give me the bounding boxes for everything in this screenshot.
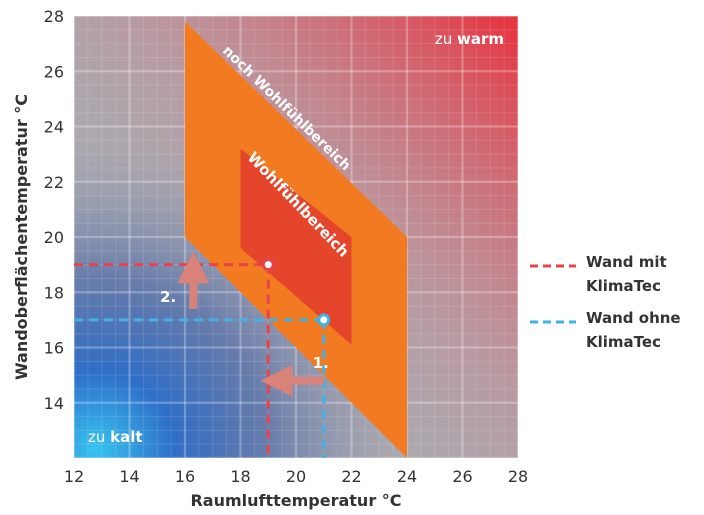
corner-warm-prefix: zu — [435, 30, 457, 48]
point-wand-mit-klimatec — [261, 258, 275, 272]
x-tick-label: 20 — [286, 467, 306, 486]
corner-cold-prefix: zu — [88, 428, 110, 446]
x-tick-label: 28 — [508, 467, 528, 486]
y-tick-label: 16 — [44, 339, 64, 358]
y-tick-label: 20 — [44, 228, 64, 247]
x-tick-label: 16 — [175, 467, 195, 486]
legend-label-wand-mit-line2: KlimaTec — [586, 277, 661, 295]
comfort-zones — [185, 21, 407, 459]
x-tick-label: 22 — [341, 467, 361, 486]
corner-label-warm: zu warm — [435, 30, 504, 48]
y-tick-label: 26 — [44, 62, 64, 81]
corner-label-kalt: zu kalt — [88, 428, 143, 446]
step-arrows — [177, 251, 324, 397]
zone-wohlfuehlbereich — [240, 148, 352, 345]
x-tick-label: 24 — [397, 467, 417, 486]
plot-grid — [72, 14, 520, 460]
corner-cold-word: kalt — [110, 428, 142, 446]
legend-label-wand-ohne-line2: KlimaTec — [586, 333, 661, 351]
y-tick-label: 24 — [44, 118, 64, 137]
x-tick-label: 14 — [119, 467, 139, 486]
step-labels: 1. 2. — [160, 288, 329, 372]
guide-lines — [74, 263, 326, 458]
point-wand-ohne-klimatec — [317, 313, 331, 327]
data-points — [261, 258, 331, 327]
legend-label-wand-ohne-line1: Wand ohne — [586, 309, 681, 327]
y-axis-title: Wandoberflächentemperatur °C — [12, 94, 31, 380]
y-tick-label: 28 — [44, 7, 64, 26]
y-tick-label: 18 — [44, 283, 64, 302]
x-tick-label: 26 — [452, 467, 472, 486]
y-tick-label: 14 — [44, 394, 64, 413]
y-axis-ticks: 14 16 18 20 22 24 26 28 — [44, 7, 64, 413]
x-tick-label: 18 — [230, 467, 250, 486]
x-axis-ticks: 12 14 16 18 20 22 24 26 28 — [64, 467, 528, 486]
step-label-1: 1. — [313, 354, 329, 372]
y-tick-label: 22 — [44, 173, 64, 192]
x-tick-label: 12 — [64, 467, 84, 486]
step-label-2: 2. — [160, 288, 176, 306]
plot-area: noch Wohlfühlbereich Wohlfühlbereich 1. … — [72, 14, 520, 460]
legend: Wand mit KlimaTec Wand ohne KlimaTec — [530, 253, 681, 351]
legend-label-wand-mit-line1: Wand mit — [586, 253, 667, 271]
x-axis-title: Raumlufttemperatur °C — [190, 491, 401, 510]
corner-warm-word: warm — [457, 30, 504, 48]
